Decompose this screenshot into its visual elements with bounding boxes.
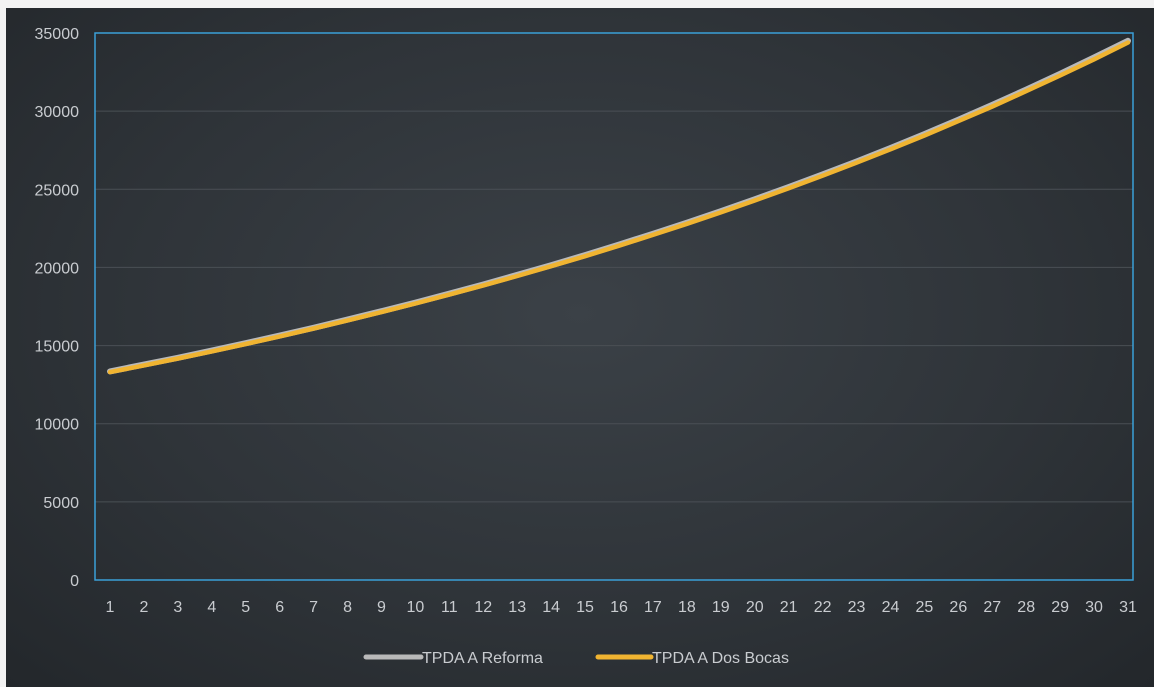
x-tick-label: 20 — [746, 599, 764, 616]
x-tick-label: 23 — [848, 599, 866, 616]
x-tick-label: 13 — [508, 599, 526, 616]
x-tick-label: 18 — [678, 599, 696, 616]
x-axis-ticks: 1 2 3 4 5 6 7 8 9 10 11 12 13 14 15 16 17 18 19 20 21 22 23 24 2… — [106, 599, 1137, 616]
x-tick-label: 21 — [780, 599, 798, 616]
plot-area-border — [94, 32, 1134, 581]
legend-item-reforma: TPDA A Reforma — [363, 650, 543, 667]
series-lines — [107, 37, 1131, 375]
y-tick-label: 15000 — [35, 339, 80, 356]
x-tick-label: 3 — [173, 599, 182, 616]
legend-item-dos-bocas: TPDA A Dos Bocas — [595, 650, 789, 667]
x-tick-label: 26 — [949, 599, 967, 616]
y-tick-label: 20000 — [35, 260, 80, 277]
y-tick-label: 30000 — [35, 104, 80, 121]
x-tick-label: 14 — [542, 599, 560, 616]
x-tick-label: 27 — [983, 599, 1001, 616]
x-tick-label: 12 — [474, 599, 492, 616]
grid-lines — [95, 110, 1133, 503]
x-tick-label: 29 — [1051, 599, 1069, 616]
x-tick-label: 9 — [377, 599, 386, 616]
legend-label-reforma: TPDA A Reforma — [422, 650, 543, 667]
x-tick-label: 11 — [441, 599, 458, 616]
x-tick-label: 16 — [610, 599, 628, 616]
y-tick-label: 25000 — [35, 182, 80, 199]
x-tick-label: 4 — [207, 599, 216, 616]
x-tick-label: 22 — [814, 599, 832, 616]
x-tick-label: 25 — [916, 599, 934, 616]
y-axis-ticks: 0 5000 10000 15000 20000 25000 30000 35000 — [35, 26, 80, 590]
x-tick-label: 28 — [1017, 599, 1035, 616]
x-tick-label: 30 — [1085, 599, 1103, 616]
x-tick-label: 5 — [241, 599, 250, 616]
y-tick-label: 5000 — [43, 495, 79, 512]
x-tick-label: 10 — [407, 599, 425, 616]
legend: TPDA A Reforma TPDA A Dos Bocas — [363, 650, 789, 667]
series-line-reforma — [107, 37, 1131, 375]
legend-label-dos-bocas: TPDA A Dos Bocas — [652, 650, 789, 667]
y-tick-label: 10000 — [35, 417, 80, 434]
x-tick-label: 19 — [712, 599, 730, 616]
x-tick-label: 1 — [106, 599, 115, 616]
x-tick-label: 2 — [139, 599, 148, 616]
x-tick-label: 7 — [309, 599, 318, 616]
x-tick-label: 17 — [644, 599, 662, 616]
x-tick-label: 31 — [1119, 599, 1137, 616]
x-tick-label: 24 — [882, 599, 900, 616]
y-tick-label: 35000 — [35, 26, 80, 43]
x-tick-label: 15 — [576, 599, 594, 616]
x-tick-label: 6 — [275, 599, 284, 616]
y-tick-label: 0 — [70, 573, 79, 590]
x-tick-label: 8 — [343, 599, 352, 616]
series-line-dos-bocas — [107, 40, 1131, 375]
